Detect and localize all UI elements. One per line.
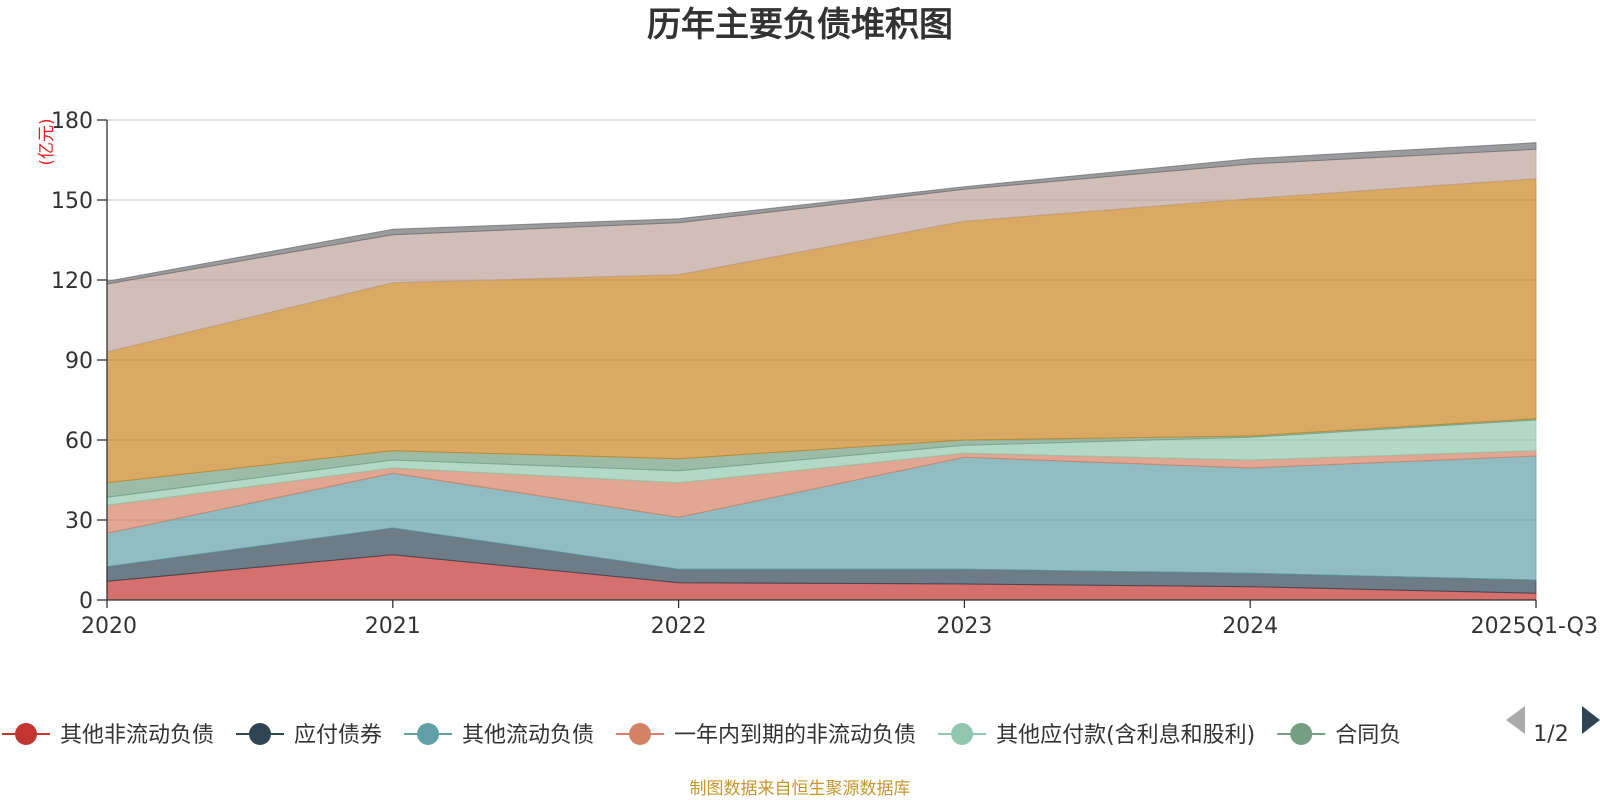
legend-marker-icon <box>951 723 974 745</box>
legend-marker-icon <box>417 723 440 745</box>
legend-label: 其他流动负债 <box>462 723 594 748</box>
area-series <box>106 142 1537 285</box>
legend-item[interactable]: 其他应付款(含利息和股利) <box>938 723 1255 748</box>
x-tick-label: 2020 <box>81 614 137 639</box>
legend-marker-icon <box>1290 723 1313 745</box>
x-tick-label: 2024 <box>1222 614 1278 639</box>
legend-label: 其他非流动负债 <box>60 723 214 748</box>
y-tick-label: 60 <box>65 429 93 454</box>
x-tick-label: 2023 <box>936 614 992 639</box>
legend-marker-icon <box>15 723 37 745</box>
legend-page-indicator: 1/2 <box>1533 722 1568 747</box>
stacked-areas <box>106 142 1537 601</box>
legend-marker-icon <box>249 723 272 745</box>
legend-item[interactable]: 合同负 <box>1277 723 1401 748</box>
y-tick-label: 120 <box>51 269 93 294</box>
legend-prev-arrow-icon[interactable] <box>1506 706 1525 734</box>
x-tick-label: 2021 <box>365 614 421 639</box>
legend: 其他非流动负债 应付债券 其他流动负债 一年内到期的非流动负债 其他应付款(含利息和股利… <box>2 723 1401 748</box>
legend-item[interactable]: 其他流动负债 <box>404 723 594 748</box>
chart-title: 历年主要负债堆积图 <box>647 5 953 45</box>
legend-marker-icon <box>629 723 652 745</box>
x-tick-label: 2025Q1-Q3 <box>1471 614 1598 639</box>
legend-item[interactable]: 一年内到期的非流动负债 <box>616 723 916 748</box>
y-tick-label: 180 <box>51 109 93 134</box>
y-tick-label: 0 <box>79 589 93 614</box>
y-axis-unit-label: (亿元) <box>37 118 57 165</box>
legend-item[interactable]: 应付债券 <box>236 723 382 748</box>
legend-label: 应付债券 <box>294 723 382 748</box>
axes: 0 30 60 90 120 150 180 2020 2021 2022 2023 2024 2025… <box>51 109 1598 639</box>
x-tick-label: 2022 <box>651 614 707 639</box>
y-tick-label: 150 <box>51 189 93 214</box>
legend-pager: 1/2 <box>1506 706 1600 747</box>
legend-item[interactable]: 其他非流动负债 <box>2 723 214 748</box>
y-tick-label: 30 <box>65 509 93 534</box>
legend-next-arrow-icon[interactable] <box>1582 706 1600 734</box>
y-tick-label: 90 <box>65 349 93 374</box>
data-source-note: 制图数据来自恒生聚源数据库 <box>690 779 911 799</box>
legend-label: 合同负 <box>1335 723 1401 748</box>
legend-label: 其他应付款(含利息和股利) <box>996 723 1255 748</box>
legend-label: 一年内到期的非流动负债 <box>674 723 916 748</box>
